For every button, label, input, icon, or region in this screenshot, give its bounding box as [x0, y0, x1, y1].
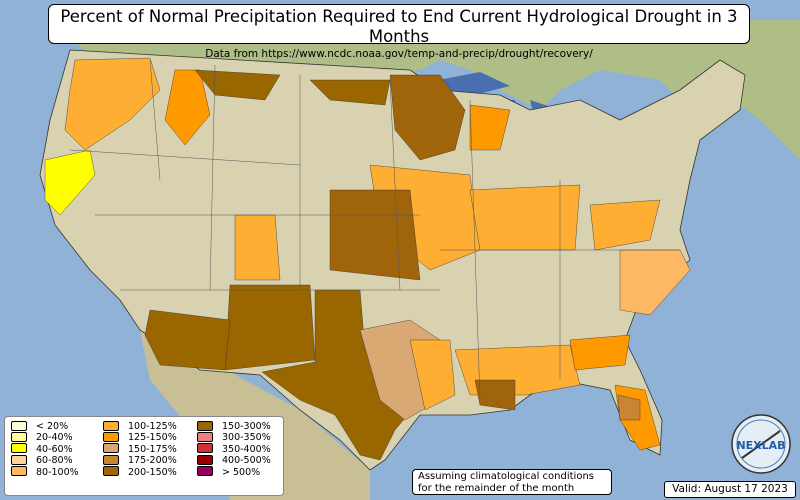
legend-item: 300-350% — [197, 431, 271, 443]
legend-item: 20-40% — [11, 431, 79, 443]
legend-item: 150-300% — [197, 420, 271, 432]
legend-item: 40-60% — [11, 443, 79, 455]
canada-landmass — [60, 20, 800, 160]
legend-item: 150-175% — [103, 443, 177, 455]
texas-region — [261, 289, 421, 461]
gulf-coast-region — [454, 344, 581, 396]
legend-swatch — [11, 420, 27, 431]
mexico-landmass — [140, 330, 370, 500]
legend-item: > 500% — [197, 466, 271, 478]
carolinas-region — [569, 334, 631, 371]
ohio-valley-region — [469, 184, 581, 251]
legend-item: 80-100% — [11, 466, 79, 478]
legend-swatch — [11, 454, 27, 465]
legend-swatch — [103, 466, 119, 477]
logo-text: NEXLAB — [736, 439, 785, 452]
upper-midwest-region — [389, 74, 466, 161]
legend-swatch — [11, 466, 27, 477]
legend-swatch — [103, 443, 119, 454]
pacific-nw-region — [64, 57, 161, 151]
michigan-wisconsin-region — [469, 104, 511, 151]
rockies-region — [234, 214, 281, 281]
legend-item: 200-150% — [103, 466, 177, 478]
florida-panhandle-region — [617, 394, 641, 421]
louisiana-region — [409, 339, 456, 411]
assumption-line-2: for the remainder of the month — [418, 483, 575, 494]
assumption-line-1: Assuming climatological conditions — [418, 471, 594, 482]
title-box: Percent of Normal Precipitation Required… — [48, 4, 750, 60]
legend-item: 350-400% — [197, 443, 271, 455]
legend-swatch — [197, 420, 213, 431]
legend: < 20% 20-40% 40-60% 60-80% 80-100% 100-1… — [4, 416, 284, 496]
kansas-nebraska-region — [329, 189, 421, 281]
legend-swatch — [197, 431, 213, 442]
valid-date: Valid: August 17 2023 — [664, 481, 796, 498]
legend-column-1: < 20% 20-40% 40-60% 60-80% 80-100% — [11, 420, 79, 478]
legend-item: 125-150% — [103, 431, 177, 443]
legend-item: 100-125% — [103, 420, 177, 432]
legend-item: 400-500% — [197, 454, 271, 466]
map-title: Percent of Normal Precipitation Required… — [60, 7, 738, 46]
legend-swatch — [197, 443, 213, 454]
four-corners-region — [224, 284, 316, 371]
legend-swatch — [11, 431, 27, 442]
montana-region — [194, 69, 281, 101]
legend-swatch — [103, 431, 119, 442]
northern-plains-region — [309, 79, 391, 106]
assumption-note: Assuming climatological conditions for t… — [412, 469, 612, 495]
legend-swatch — [103, 454, 119, 465]
nexlab-logo: NEXLAB — [731, 414, 791, 474]
arizona-region — [144, 309, 231, 371]
legend-swatch — [197, 466, 213, 477]
legend-column-3: 150-300% 300-350% 350-400% 400-500% > 50… — [197, 420, 271, 478]
california-coast-region — [44, 149, 96, 216]
mississippi-delta-region — [474, 379, 516, 411]
legend-column-2: 100-125% 125-150% 150-175% 175-200% 200-… — [103, 420, 177, 478]
legend-swatch — [103, 420, 119, 431]
legend-item: 60-80% — [11, 454, 79, 466]
legend-swatch — [197, 454, 213, 465]
legend-item: 175-200% — [103, 454, 177, 466]
legend-item: < 20% — [11, 420, 79, 432]
mid-atlantic-region — [589, 199, 661, 251]
map-subtitle: Data from https://www.ncdc.noaa.gov/temp… — [205, 48, 593, 60]
legend-swatch — [11, 443, 27, 454]
state-boundaries — [69, 59, 680, 401]
